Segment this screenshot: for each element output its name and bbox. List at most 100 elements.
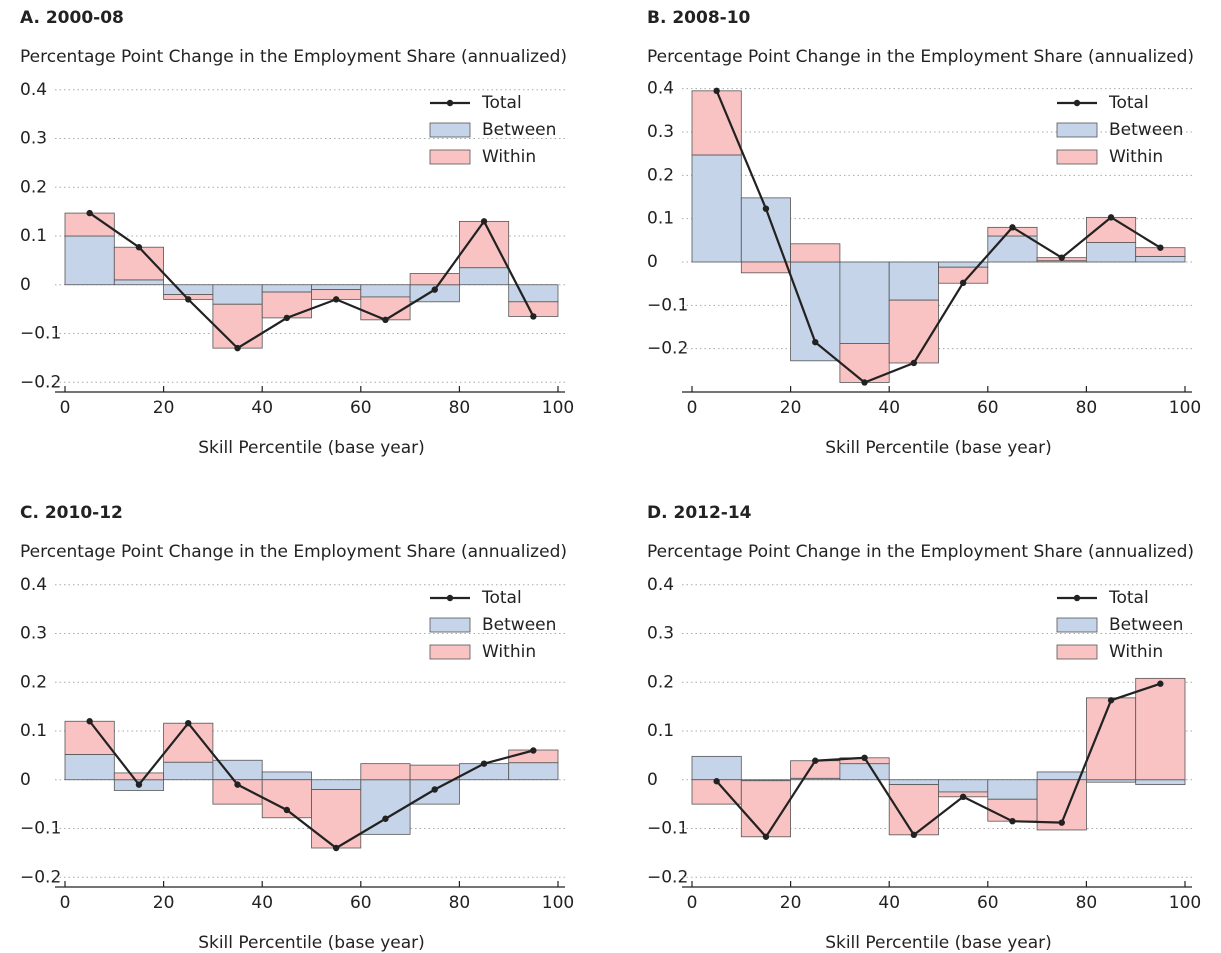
bar [790, 261, 841, 362]
y-tick-label: 0.2 [647, 165, 674, 185]
bar [409, 764, 460, 781]
total-point [431, 786, 438, 793]
legend-label: Between [482, 120, 556, 140]
legend-swatch [429, 617, 471, 633]
bar [64, 235, 115, 286]
bar [261, 771, 312, 781]
total-point [135, 781, 143, 788]
bar [839, 763, 890, 781]
total-point [185, 296, 192, 303]
y-tick-label: 0.1 [647, 209, 674, 229]
legend-marker [446, 594, 454, 602]
total-point [332, 296, 340, 303]
y-tick-label: −0.1 [647, 295, 688, 315]
total-line [89, 212, 535, 350]
total-point [530, 747, 537, 754]
bar [1135, 677, 1186, 781]
bar [987, 798, 1038, 822]
total-point [959, 279, 967, 286]
total-point [1157, 680, 1164, 687]
y-tick-label: 0.3 [20, 624, 47, 644]
legend-label: Total [481, 93, 522, 113]
bar [740, 780, 792, 838]
panel-title: A. 2000-08 [20, 8, 124, 28]
x-tick-label: 60 [350, 398, 372, 418]
legend-marker [1073, 594, 1081, 602]
total-point [86, 209, 93, 217]
total-point [283, 314, 291, 322]
total-point [812, 757, 819, 764]
panel-title: C. 2010-12 [20, 503, 123, 523]
total-point [1058, 254, 1065, 261]
x-axis-label: Skill Percentile (base year) [825, 438, 1052, 458]
y-tick-label: 0.4 [647, 79, 674, 99]
bar [261, 291, 312, 319]
bar [691, 154, 742, 263]
legend-swatch [1056, 149, 1098, 165]
y-tick-label: −0.2 [20, 867, 61, 887]
legend-swatch [1056, 122, 1098, 138]
y-tick-label: 0.4 [20, 80, 47, 100]
total-line [88, 720, 534, 850]
legend-label: Within [1109, 642, 1163, 662]
y-axis-label: Percentage Point Change in the Employmen… [647, 47, 1194, 67]
total-point [431, 286, 438, 293]
legend-swatch [429, 644, 471, 660]
panel: A. 2000-08 Percentage Point Change in the… [20, 8, 574, 458]
total-point [713, 778, 720, 785]
x-tick-label: 80 [449, 398, 471, 418]
bar [311, 779, 362, 790]
x-tick-label: 0 [60, 398, 71, 418]
x-tick-label: 20 [153, 398, 175, 418]
bar [839, 261, 890, 344]
legend-label: Within [482, 147, 536, 167]
x-tick-label: 20 [153, 893, 175, 913]
bar [163, 761, 214, 781]
y-tick-label: −0.2 [647, 339, 688, 359]
bar [113, 246, 165, 281]
bar [691, 90, 742, 156]
x-tick-label: 0 [687, 893, 698, 913]
bar [1135, 779, 1186, 786]
y-axis-label: Percentage Point Change in the Employmen… [647, 542, 1194, 562]
bar [1085, 216, 1137, 243]
total-point [959, 793, 967, 801]
legend-swatch [1056, 644, 1098, 660]
bar [508, 762, 559, 781]
total-point [332, 844, 340, 852]
total-point [861, 754, 868, 762]
bar [790, 243, 841, 263]
bar [64, 720, 115, 755]
total-point [861, 379, 868, 386]
bar [987, 235, 1038, 263]
x-tick-label: 60 [977, 398, 999, 418]
total-point [382, 316, 389, 324]
x-tick-label: 80 [1076, 893, 1098, 913]
y-tick-label: 0.2 [647, 672, 674, 692]
total-point [1009, 224, 1016, 231]
y-tick-label: −0.2 [20, 372, 61, 392]
total-point [480, 218, 488, 225]
y-tick-label: −0.1 [20, 324, 61, 344]
total-point [480, 760, 488, 767]
x-tick-label: 100 [542, 893, 574, 913]
total-line [715, 682, 1161, 839]
total-point [1009, 817, 1016, 825]
legend-label: Within [1109, 147, 1163, 167]
bar [360, 779, 411, 835]
bar [1085, 697, 1137, 781]
x-tick-label: 100 [542, 398, 574, 418]
total-line [715, 90, 1161, 384]
x-tick-label: 60 [977, 893, 999, 913]
legend-label: Within [482, 642, 536, 662]
total-point [382, 815, 389, 822]
bar [987, 779, 1038, 800]
total-point [234, 344, 241, 352]
x-tick-label: 100 [1169, 893, 1201, 913]
y-tick-label: −0.2 [647, 867, 688, 887]
total-point [185, 720, 192, 727]
bar [261, 284, 312, 293]
bar [508, 284, 559, 303]
bar [311, 284, 362, 291]
x-tick-label: 20 [780, 893, 802, 913]
